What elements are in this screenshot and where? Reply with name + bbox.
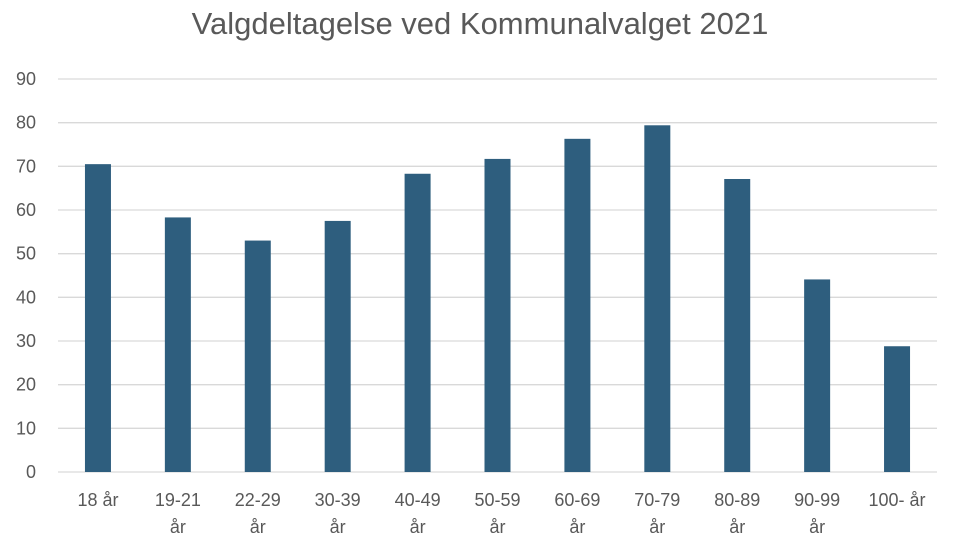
y-tick-label: 30 bbox=[16, 331, 36, 351]
chart-title: Valgdeltagelse ved Kommunalvalget 2021 bbox=[192, 6, 769, 41]
y-axis-tick-labels: 0 10 20 30 40 50 60 70 80 90 bbox=[16, 69, 36, 482]
bar bbox=[404, 173, 431, 473]
bar bbox=[324, 220, 351, 472]
bar bbox=[724, 178, 751, 472]
bar bbox=[564, 138, 591, 472]
x-tick-label: 18 år bbox=[77, 490, 118, 510]
bars bbox=[84, 125, 911, 473]
y-tick-label: 60 bbox=[16, 200, 36, 220]
bar bbox=[804, 279, 831, 472]
y-tick-label: 40 bbox=[16, 287, 36, 307]
y-tick-label: 20 bbox=[16, 375, 36, 395]
x-tick-label: 80-89 år bbox=[714, 490, 760, 537]
x-axis-tick-labels: 18 år 19-21 år 22-29 år 30-39 år 40-49 år 50-59 år… bbox=[77, 490, 925, 537]
y-tick-label: 70 bbox=[16, 156, 36, 176]
bar bbox=[884, 346, 911, 472]
x-tick-label: 90-99 år bbox=[794, 490, 840, 537]
bar bbox=[644, 125, 671, 472]
bar bbox=[244, 240, 271, 472]
x-tick-label: 60-69 år bbox=[554, 490, 600, 537]
y-tick-label: 90 bbox=[16, 69, 36, 89]
y-tick-label: 50 bbox=[16, 244, 36, 264]
x-tick-label: 70-79 år bbox=[634, 490, 680, 537]
x-tick-label: 19-21 år bbox=[155, 490, 201, 537]
bar bbox=[484, 158, 511, 472]
x-tick-label: 22-29 år bbox=[235, 490, 281, 537]
bar bbox=[164, 217, 191, 472]
y-tick-label: 0 bbox=[26, 462, 36, 482]
bar bbox=[84, 164, 111, 472]
x-tick-label: 30-39 år bbox=[315, 490, 361, 537]
y-tick-label: 80 bbox=[16, 113, 36, 133]
x-tick-label: 100- år bbox=[869, 490, 926, 510]
x-tick-label: 40-49 år bbox=[395, 490, 441, 537]
x-tick-label: 50-59 år bbox=[474, 490, 520, 537]
y-tick-label: 10 bbox=[16, 418, 36, 438]
